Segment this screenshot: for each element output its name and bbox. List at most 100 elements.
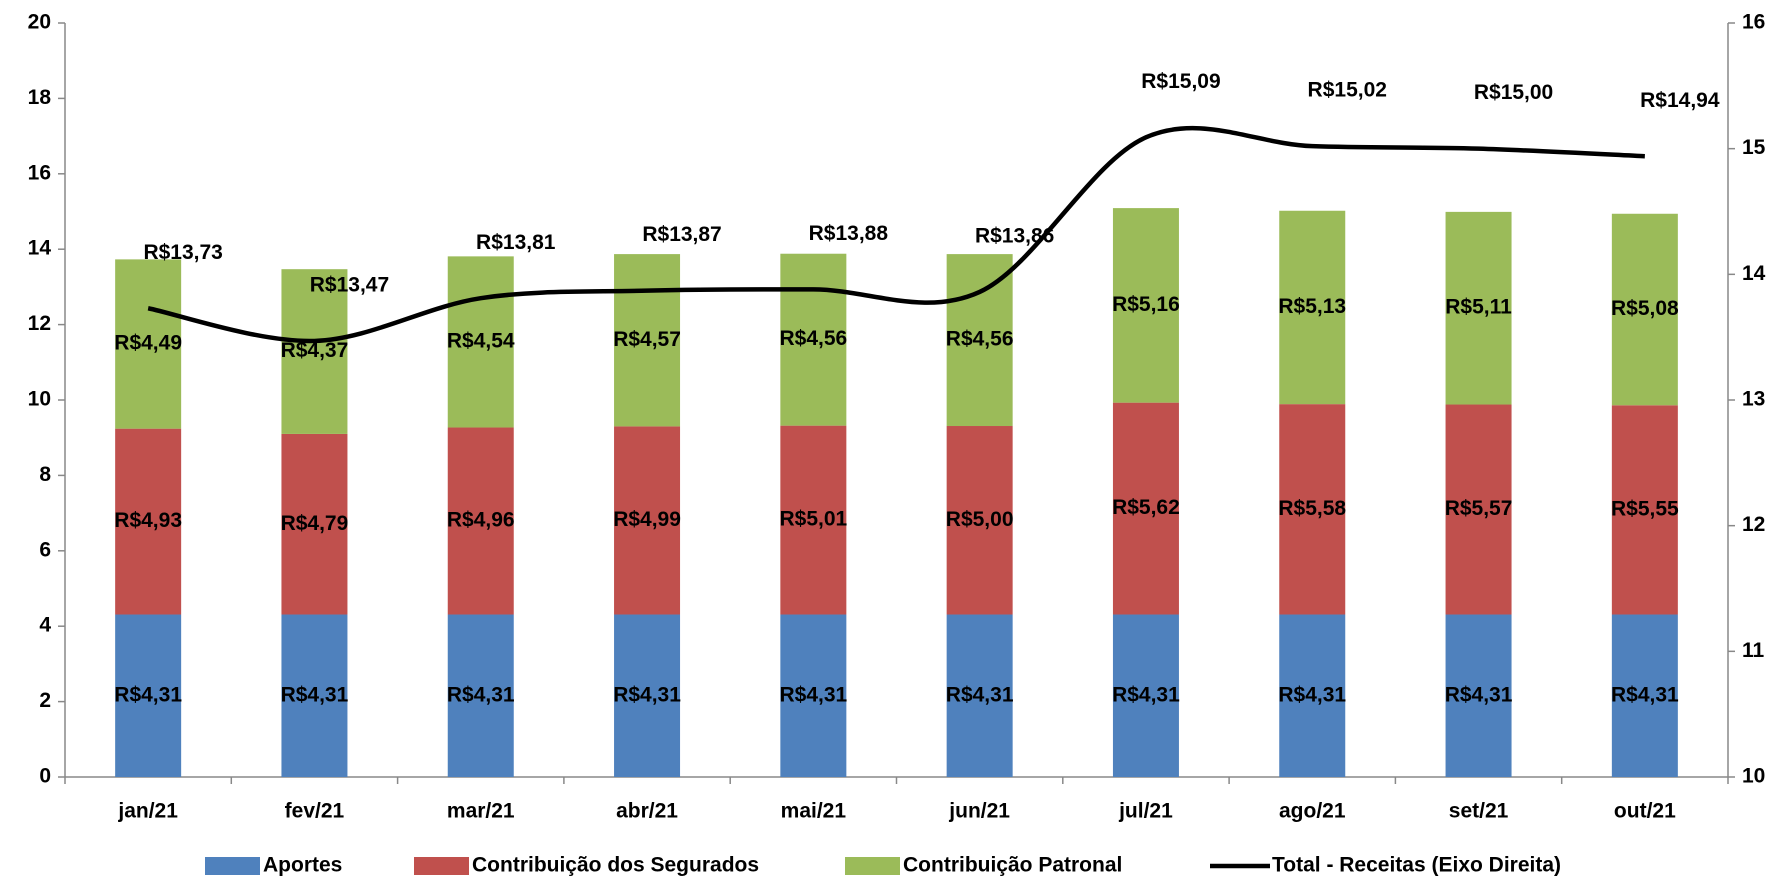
bar-value-label: R$4,99 (613, 508, 681, 531)
legend-label: Contribuição Patronal (903, 854, 1122, 877)
bar-segment (447, 614, 514, 777)
x-tick-label: jun/21 (948, 800, 1010, 823)
bar-segment (1279, 614, 1346, 777)
y-tick-label: 8 (39, 463, 51, 486)
bar-segment (281, 614, 348, 777)
bar-segment (447, 256, 514, 428)
bar-value-label: R$4,57 (613, 328, 681, 351)
bar-value-label: R$4,31 (1278, 683, 1346, 706)
legend-swatch (845, 857, 900, 875)
y2-tick-label: 15 (1742, 136, 1766, 159)
y-tick-label: 16 (28, 161, 51, 184)
legend-swatch (205, 857, 260, 875)
line-value-label: R$13,88 (809, 222, 889, 245)
bar-segment (1611, 614, 1678, 777)
line-value-label: R$13,81 (476, 231, 556, 254)
bar-value-label: R$4,37 (281, 339, 349, 362)
bar-value-label: R$5,62 (1112, 496, 1180, 519)
x-tick-label: abr/21 (616, 800, 678, 823)
bar-segment (780, 425, 847, 615)
line-value-label: R$15,09 (1141, 70, 1220, 93)
y-tick-label: 20 (28, 11, 51, 34)
bar-segment (614, 614, 681, 777)
legend-label: Contribuição dos Segurados (472, 854, 759, 877)
bar-value-label: R$5,58 (1278, 497, 1346, 520)
y2-tick-label: 10 (1742, 765, 1765, 788)
bar-segment (115, 428, 182, 615)
line-value-label: R$14,94 (1640, 89, 1720, 112)
y-tick-label: 6 (39, 538, 51, 561)
bar-segment (447, 427, 514, 615)
bar-value-label: R$4,54 (447, 329, 515, 352)
bar-segment (1445, 404, 1512, 615)
bar-value-label: R$5,57 (1445, 497, 1513, 520)
bar-segment (1279, 210, 1346, 405)
bar-segment (946, 614, 1013, 777)
bar-value-label: R$5,08 (1611, 297, 1679, 320)
bar-value-label: R$5,00 (946, 508, 1014, 531)
bar-segment (1112, 614, 1179, 777)
bar-value-label: R$4,31 (1112, 683, 1180, 706)
bar-segment (1279, 404, 1346, 615)
bar-segment (614, 426, 681, 615)
bar-segment (1611, 405, 1678, 615)
x-tick-label: jan/21 (117, 800, 178, 823)
bar-value-label: R$4,31 (447, 683, 515, 706)
bar-value-label: R$4,79 (281, 512, 349, 535)
y2-tick-label: 13 (1742, 388, 1765, 411)
bar-value-label: R$4,31 (779, 683, 847, 706)
bar-value-label: R$4,31 (946, 683, 1014, 706)
x-tick-label: out/21 (1614, 800, 1676, 823)
bar-value-label: R$4,93 (114, 509, 182, 532)
y-tick-label: 18 (28, 86, 52, 109)
bar-segment (1112, 402, 1179, 615)
y-tick-label: 0 (39, 765, 51, 788)
bar-segment (115, 259, 182, 429)
y-tick-label: 14 (28, 237, 52, 260)
bar-value-label: R$4,49 (114, 332, 182, 355)
y2-tick-label: 16 (1742, 11, 1765, 34)
line-value-label: R$13,86 (975, 224, 1054, 247)
bar-value-label: R$4,31 (1611, 683, 1679, 706)
total-line (147, 125, 1645, 344)
bar-value-label: R$5,11 (1445, 296, 1512, 319)
bar-value-label: R$4,31 (114, 683, 182, 706)
bar-segment (946, 426, 1013, 615)
bar-value-label: R$4,31 (281, 683, 349, 706)
y-tick-label: 4 (39, 614, 51, 637)
bar-segment (281, 433, 348, 615)
x-tick-label: set/21 (1449, 800, 1509, 823)
line-value-label: R$13,73 (143, 241, 222, 264)
y-tick-label: 10 (28, 388, 51, 411)
bar-segment (780, 614, 847, 777)
line-value-label: R$15,02 (1308, 79, 1387, 102)
bar-segment (115, 614, 182, 777)
bar-value-label: R$4,31 (613, 683, 681, 706)
bar-value-label: R$4,56 (779, 327, 847, 350)
bar-value-label: R$4,56 (946, 328, 1014, 351)
bar-segment (946, 254, 1013, 427)
bar-segment (780, 253, 847, 426)
y-tick-label: 2 (39, 689, 51, 712)
bar-value-label: R$5,16 (1112, 293, 1180, 316)
legend-label: Total - Receitas (Eixo Direita) (1272, 854, 1561, 877)
bar-value-label: R$5,13 (1278, 295, 1346, 318)
bar-value-label: R$4,31 (1445, 683, 1513, 706)
bar-segment (1611, 213, 1678, 406)
x-tick-label: mai/21 (781, 800, 847, 823)
y2-tick-label: 11 (1742, 639, 1765, 662)
bar-segment (1112, 208, 1179, 403)
line-value-label: R$13,47 (310, 273, 389, 296)
legend-label: Aportes (263, 854, 342, 877)
line-value-label: R$15,00 (1474, 81, 1553, 104)
line-value-label: R$13,87 (642, 223, 721, 246)
x-tick-label: mar/21 (447, 800, 515, 823)
x-tick-label: fev/21 (285, 800, 345, 823)
bar-value-label: R$5,55 (1611, 497, 1679, 520)
x-tick-label: ago/21 (1279, 800, 1346, 823)
y2-tick-label: 14 (1742, 262, 1766, 285)
y2-tick-label: 12 (1742, 513, 1765, 536)
bar-value-label: R$5,01 (779, 508, 847, 531)
bar-segment (1445, 211, 1512, 405)
